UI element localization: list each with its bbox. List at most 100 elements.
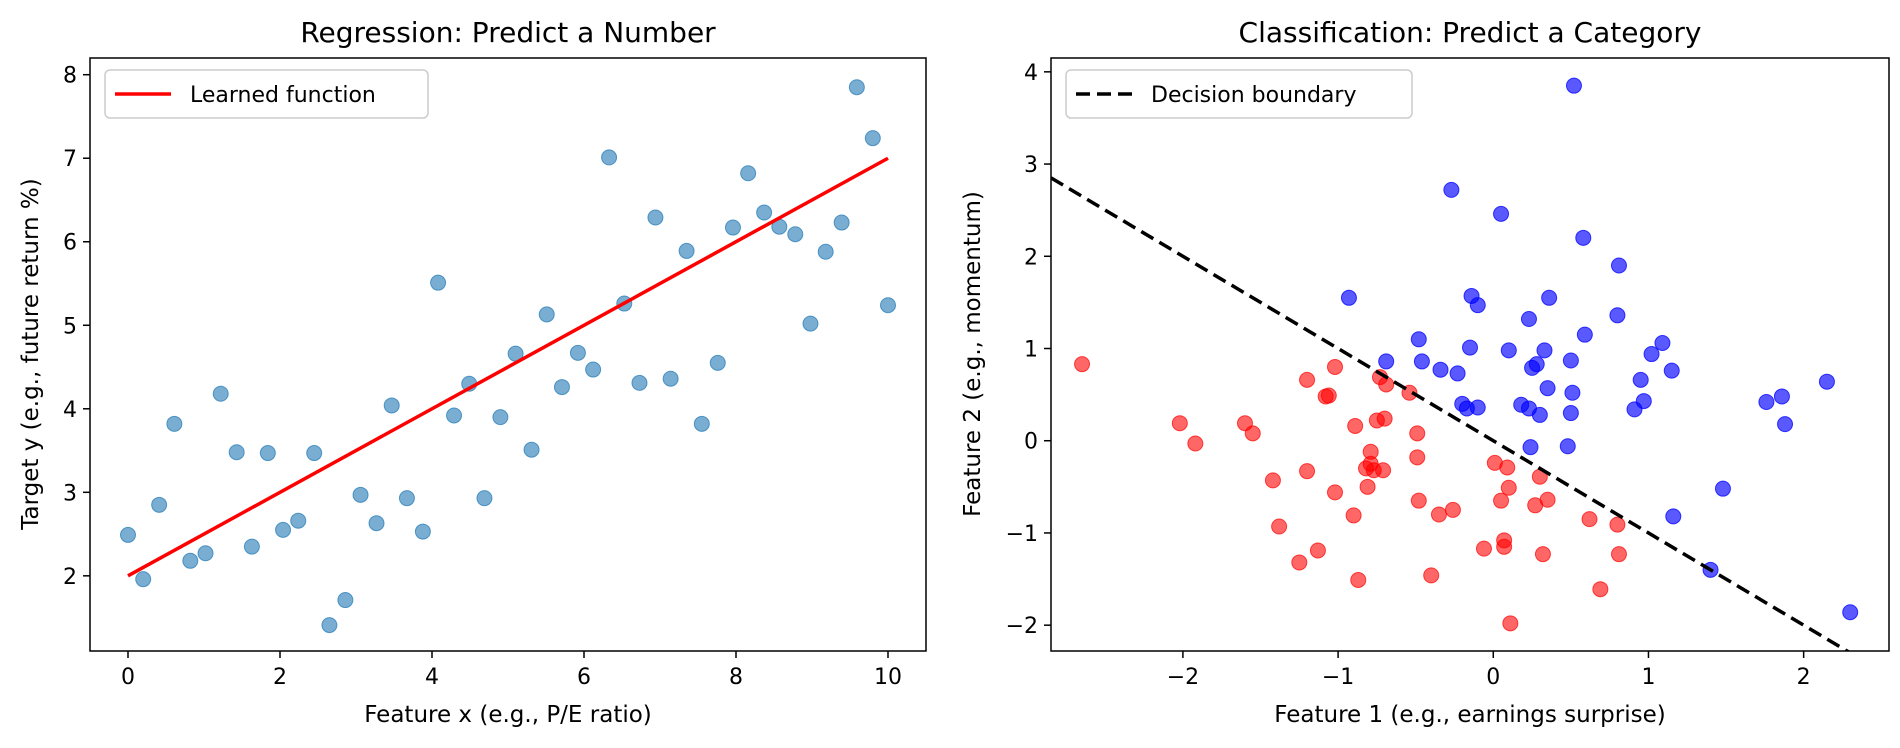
class-b-point — [1074, 356, 1091, 373]
class-b-point — [1299, 463, 1316, 480]
regression-data-point — [275, 521, 292, 538]
classification-y-label: Feature 2 (e.g., momentum) — [960, 191, 986, 517]
regression-data-point — [259, 445, 276, 462]
class-a-point — [1565, 77, 1582, 94]
class-b-point — [1299, 371, 1316, 388]
regression-data-point — [212, 385, 229, 402]
y-tick-label: 5 — [63, 314, 77, 339]
class-a-point — [1539, 380, 1556, 397]
regression-data-point — [724, 219, 741, 236]
regression-data-point — [166, 415, 183, 432]
class-a-point — [1410, 331, 1427, 348]
regression-data-point — [446, 407, 463, 424]
class-b-point — [1309, 542, 1326, 559]
regression-learned-line — [127, 156, 889, 578]
class-b-point — [1493, 492, 1510, 509]
class-b-point — [1347, 417, 1364, 434]
y-tick-label: 3 — [63, 481, 77, 506]
classification-panel: Classification: Predict a Category −2 −1 0… — [960, 16, 1890, 728]
regression-data-point — [368, 515, 385, 532]
y-tick-label: 8 — [63, 64, 77, 89]
class-b-point — [1376, 410, 1393, 427]
regression-data-point — [151, 496, 168, 513]
class-b-point — [1610, 546, 1627, 563]
regression-data-point — [135, 571, 152, 588]
y-tick-label: 2 — [63, 565, 77, 590]
x-tick-label: −2 — [1167, 665, 1199, 690]
regression-data-point — [678, 242, 695, 259]
class-b-point — [1609, 516, 1626, 533]
class-a-point — [1575, 229, 1592, 246]
class-b-point — [1592, 581, 1609, 598]
regression-data-point — [492, 409, 509, 426]
classification-legend-label: Decision boundary — [1151, 83, 1356, 108]
class-b-point — [1362, 455, 1379, 472]
class-b-point — [1409, 425, 1426, 442]
classification-legend-box — [1065, 69, 1413, 119]
regression-data-point — [383, 397, 400, 414]
class-a-points — [1340, 77, 1859, 621]
regression-x-ticks: 0 2 4 6 8 10 — [121, 651, 902, 690]
classification-x-ticks: −2 −1 0 1 2 — [1167, 651, 1811, 690]
class-a-point — [1564, 384, 1581, 401]
class-b-point — [1345, 507, 1362, 524]
class-b-point — [1271, 518, 1288, 535]
class-a-point — [1610, 257, 1627, 274]
class-a-point — [1500, 342, 1517, 359]
regression-data-point — [197, 545, 214, 562]
regression-data-point — [398, 490, 415, 507]
class-a-point — [1632, 371, 1649, 388]
regression-data-point — [476, 490, 493, 507]
y-tick-label: −2 — [1006, 614, 1038, 639]
y-tick-label: 6 — [63, 231, 77, 256]
regression-y-label: Target y (e.g., future return %) — [18, 178, 44, 531]
y-tick-label: 3 — [1024, 153, 1038, 178]
class-b-point — [1475, 540, 1492, 557]
class-a-point — [1758, 393, 1775, 410]
class-a-point — [1531, 406, 1548, 423]
class-b-point — [1171, 415, 1188, 432]
regression-data-point — [647, 209, 664, 226]
regression-data-point — [740, 165, 757, 182]
class-b-point — [1502, 615, 1519, 632]
regression-legend: Learned function — [104, 69, 429, 119]
regression-data-point — [631, 374, 648, 391]
class-a-point — [1469, 399, 1486, 416]
regression-data-point — [756, 204, 773, 221]
class-b-point — [1409, 449, 1426, 466]
class-b-point — [1244, 425, 1261, 442]
class-a-point — [1626, 401, 1643, 418]
class-b-points — [1074, 356, 1627, 632]
classification-legend: Decision boundary — [1065, 69, 1413, 119]
class-b-point — [1527, 497, 1544, 514]
regression-legend-box — [104, 69, 429, 119]
x-tick-label: −1 — [1322, 665, 1354, 690]
regression-plot-frame — [89, 57, 927, 652]
regression-data-point — [414, 523, 431, 540]
class-a-point — [1714, 480, 1731, 497]
regression-data-point — [585, 361, 602, 378]
class-a-point — [1773, 388, 1790, 405]
class-a-point — [1524, 359, 1541, 376]
y-tick-label: 7 — [63, 147, 77, 172]
regression-data-point — [880, 297, 896, 314]
regression-data-point — [243, 538, 260, 555]
regression-data-point — [430, 274, 447, 291]
class-a-point — [1443, 181, 1460, 198]
y-tick-label: 1 — [1024, 338, 1038, 363]
regression-data-point — [787, 226, 804, 243]
class-b-point — [1291, 554, 1308, 571]
class-a-point — [1378, 353, 1395, 370]
x-tick-label: 0 — [121, 665, 135, 690]
regression-data-point — [306, 445, 323, 462]
class-b-point — [1496, 538, 1513, 555]
x-tick-label: 2 — [1797, 665, 1811, 690]
regression-panel: Regression: Predict a Number 0 2 4 6 8 10 2 3 4… — [18, 16, 927, 728]
class-b-point — [1350, 571, 1367, 588]
x-tick-label: 10 — [874, 665, 902, 690]
class-a-point — [1654, 334, 1671, 351]
class-a-point — [1609, 307, 1626, 324]
classification-y-ticks: −2 −1 0 1 2 3 4 — [1006, 61, 1051, 639]
regression-data-point — [290, 512, 307, 529]
